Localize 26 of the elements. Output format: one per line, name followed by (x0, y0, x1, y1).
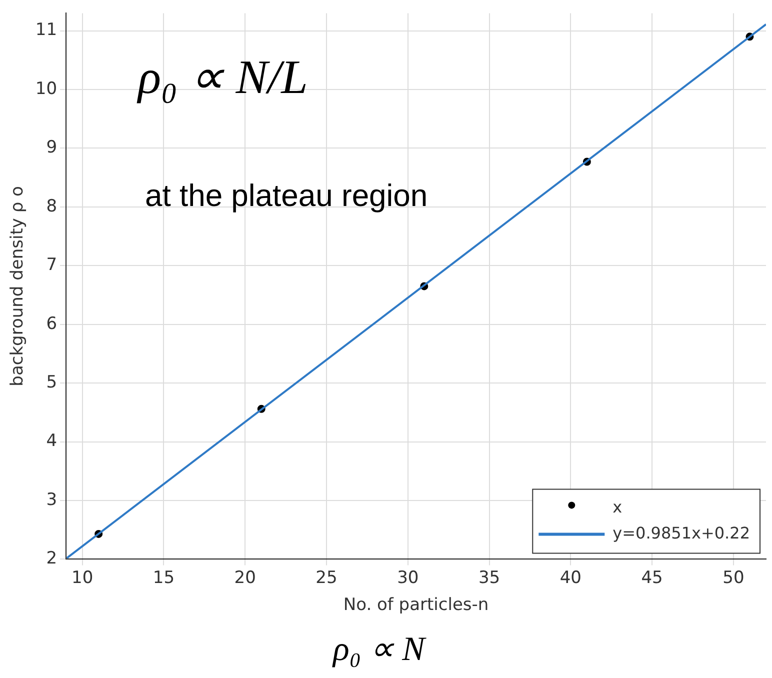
legend-label: x (612, 497, 622, 516)
y-tick-label: 4 (46, 431, 58, 452)
y-tick-label: 6 (46, 314, 58, 334)
y-tick-label: 2 (46, 548, 58, 569)
x-tick-label: 50 (722, 568, 744, 588)
x-tick-label: 20 (234, 568, 256, 588)
y-tick-label: 5 (46, 372, 58, 392)
y-tick-label: 8 (46, 196, 58, 216)
x-tick-label: 15 (152, 568, 175, 588)
x-tick-label: 45 (641, 568, 663, 588)
y-axis-title: background density ρ o (8, 186, 28, 386)
y-tick-label: 9 (46, 138, 58, 158)
y-tick-label: 10 (35, 78, 58, 99)
y-tick-label: 11 (35, 20, 58, 40)
y-tick-label: 3 (46, 490, 58, 510)
x-tick-label: 40 (560, 568, 582, 588)
annotation: ρ₀ ∝ N/L (138, 50, 308, 105)
x-tick-label: 30 (397, 568, 419, 588)
annotation: at the plateau region (145, 178, 428, 214)
x-tick-label: 10 (71, 568, 94, 588)
x-axis-title: No. of particles-n (343, 595, 489, 616)
legend-label: y=0.9851x+0.22 (612, 523, 750, 542)
text: ρ₀ ∝ N (333, 630, 425, 669)
y-tick-label: 7 (46, 255, 58, 276)
x-tick-label: 35 (478, 568, 500, 588)
x-tick-label: 25 (316, 568, 338, 588)
